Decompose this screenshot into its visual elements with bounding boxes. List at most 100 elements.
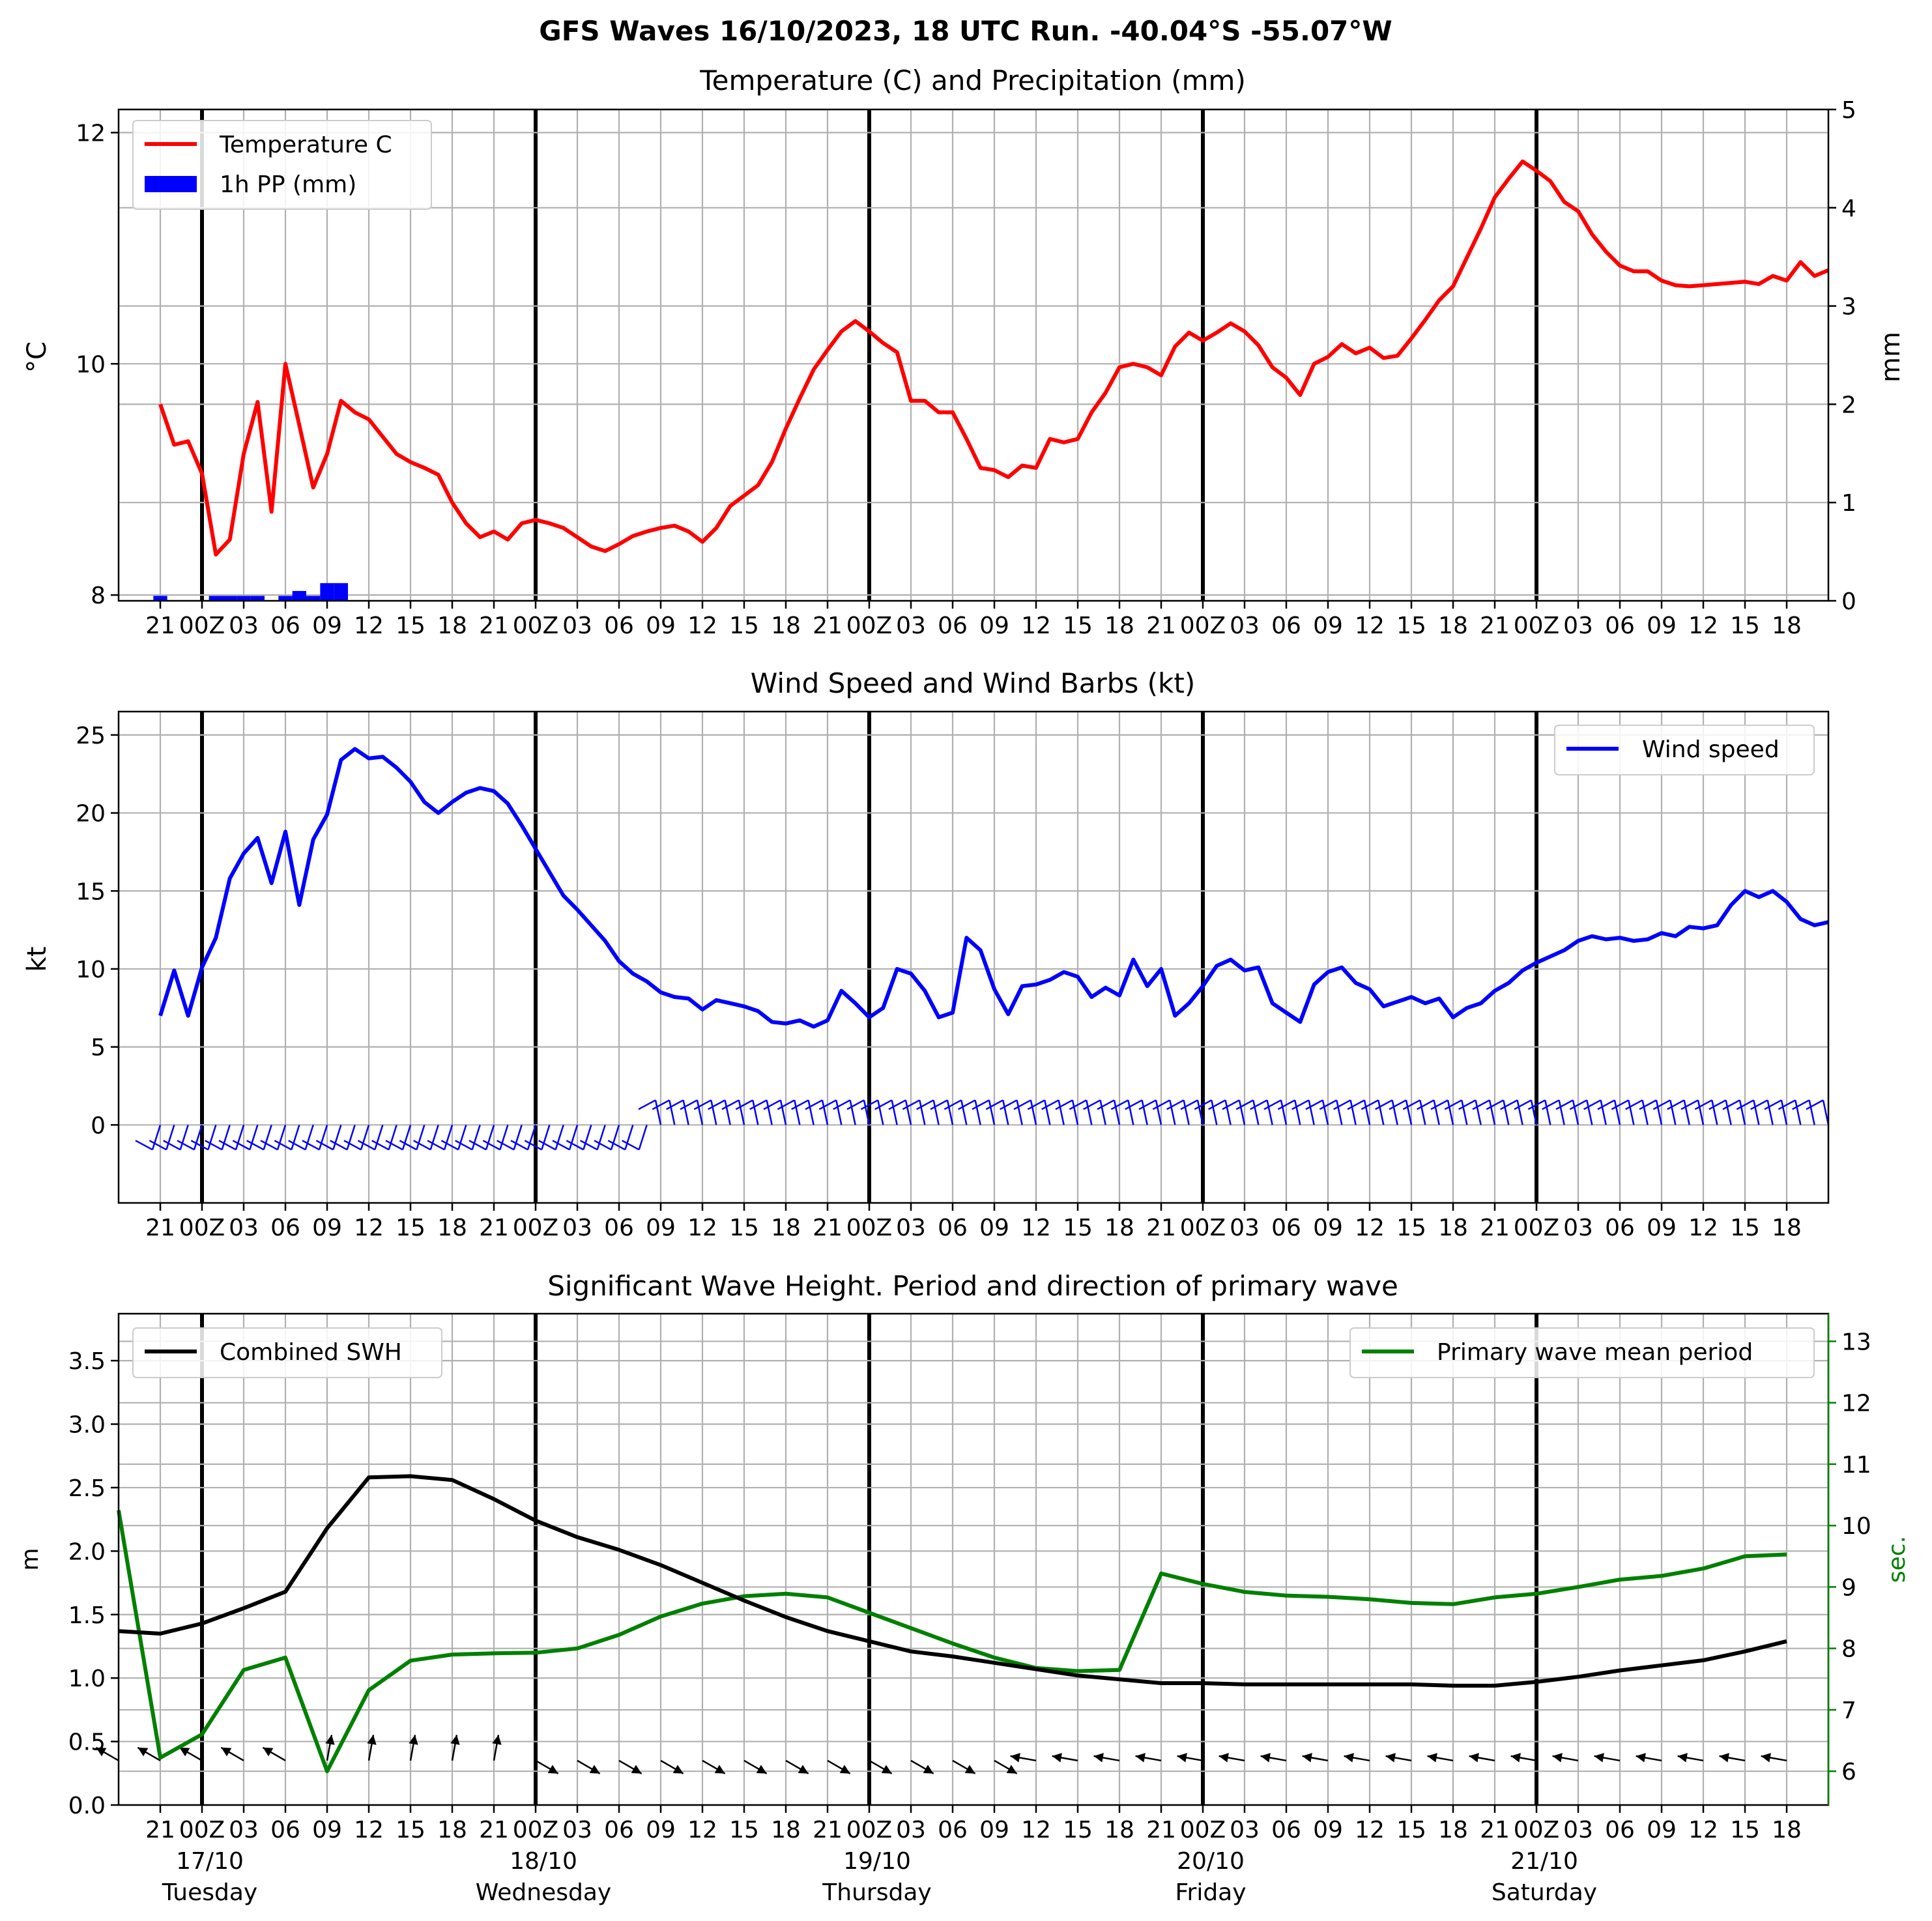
precip-bar [320, 583, 334, 601]
x-tick-label: 15 [729, 1215, 759, 1241]
x-tick-label: 18 [1772, 1215, 1802, 1241]
wind-barb-feather [1180, 1099, 1198, 1110]
wind-barb-feather [357, 1140, 375, 1151]
wind-barb-staff [443, 1124, 454, 1150]
wind-barb-staff [821, 1100, 829, 1125]
x-tick-label: 06 [270, 1817, 300, 1843]
precip-legend-swatch [145, 176, 197, 192]
wave-direction-arrowhead [756, 1765, 767, 1774]
plot-frame [117, 108, 1830, 602]
wave-direction-arrowhead [325, 1735, 335, 1745]
wind-barb-feather [135, 1140, 153, 1151]
x-tick-label: 03 [229, 1817, 259, 1843]
wind-barb-feather [302, 1140, 320, 1151]
wind-barb-staff [1391, 1100, 1398, 1125]
wind-barb-feather [1235, 1099, 1254, 1110]
y-tick-label: 3.0 [68, 1412, 106, 1439]
x-tick-label: 00Z [179, 1817, 225, 1843]
wave-direction-arrowhead [409, 1735, 418, 1745]
x-tick-label: 15 [729, 1817, 759, 1843]
wind-barb-staff [794, 1100, 801, 1125]
x-tick-label: 06 [1271, 1215, 1301, 1241]
wind-barb-feather [902, 1099, 920, 1110]
wind-barb-staff [710, 1100, 717, 1125]
wind-barb-feather [524, 1140, 542, 1151]
wind-barb-feather [652, 1099, 670, 1110]
weekday-label: Thursday [822, 1879, 931, 1906]
wind-barb-staff [193, 1124, 203, 1150]
wind-barb-staff [1058, 1100, 1065, 1125]
wave-panel: Significant Wave Height. Period and dire… [17, 1270, 1910, 1906]
x-tick-label: 18 [1438, 613, 1468, 639]
wind-legend: Wind speed [1554, 725, 1815, 775]
wind-barb-feather [638, 1099, 656, 1110]
wave-direction-arrowhead [221, 1747, 232, 1757]
wind-barb-feather [1097, 1099, 1115, 1110]
wind-barb-feather [315, 1140, 334, 1151]
x-tick-label: 09 [646, 1817, 676, 1843]
wind-barb-feather [1639, 1099, 1657, 1110]
wind-barb-staff [1558, 1100, 1565, 1125]
wind-barb-staff [1349, 1100, 1357, 1125]
wave-direction-arrowhead [798, 1765, 809, 1774]
wave-direction-arrowhead [1093, 1753, 1104, 1763]
x-tick-label: 12 [1688, 1817, 1718, 1843]
x-tick-label: 15 [1730, 1817, 1760, 1843]
x-tick-label: 03 [1230, 613, 1260, 639]
date-label: 21/10 [1510, 1848, 1578, 1875]
wave-direction-arrowhead [263, 1747, 274, 1757]
wind-grid [119, 712, 1830, 1203]
wind-barb-feather [972, 1099, 990, 1110]
precip-bar [237, 596, 251, 601]
wind-barb-staff [932, 1100, 940, 1125]
x-tick-label: 12 [354, 613, 384, 639]
x-tick-label: 12 [1021, 1215, 1051, 1241]
wind-barb-staff [1016, 1100, 1023, 1125]
y-tick-label: 15 [76, 878, 106, 905]
x-tick-label: 03 [896, 613, 926, 639]
y-tick-label: 20 [76, 801, 106, 828]
precip-bar [278, 596, 293, 601]
wind-barb-staff [1808, 1100, 1815, 1125]
precip-bar [209, 596, 223, 601]
y-tick-label: 8 [91, 583, 106, 609]
x-tick-label: 15 [396, 613, 425, 639]
x-tick-label: 00Z [1514, 613, 1559, 639]
y-tick-label: 3.5 [68, 1348, 106, 1375]
x-tick-label: 03 [1563, 613, 1593, 639]
y-tick-label: 12 [76, 120, 106, 147]
wave-direction-arrowhead [1469, 1753, 1479, 1763]
x-tick-label: 09 [646, 613, 676, 639]
x-tick-label: 09 [1647, 1817, 1677, 1843]
wind-barb-staff [904, 1100, 912, 1125]
wind-barb-staff [304, 1124, 314, 1150]
wind-barb-feather [1361, 1099, 1379, 1110]
wind-barb-feather [1000, 1099, 1018, 1110]
wind-barb-staff [526, 1124, 537, 1150]
wind-barb-staff [863, 1100, 871, 1125]
x-tick-label: 18 [1772, 1817, 1802, 1843]
wind-barb-feather [1055, 1099, 1073, 1110]
wind-barb-feather [205, 1140, 223, 1151]
x-tick-label: 00Z [846, 1215, 892, 1241]
wind-barb-staff [1266, 1100, 1273, 1125]
wind-barb-staff [610, 1124, 620, 1150]
wind-barb-staff [541, 1124, 551, 1150]
wind-barb-staff [166, 1124, 175, 1150]
x-tick-label: 15 [1396, 1817, 1426, 1843]
wind-barb-feather [1472, 1099, 1490, 1110]
x-tick-label: 09 [312, 1817, 342, 1843]
wind-barb-feather [1667, 1099, 1685, 1110]
wind-barb-feather [1652, 1099, 1671, 1110]
wind-barb-feather [693, 1099, 712, 1110]
x-tick-label: 09 [1313, 1215, 1343, 1241]
wind-barb-feather [1069, 1099, 1087, 1110]
wave-direction-arrowhead [1719, 1753, 1729, 1763]
wind-barb-feather [1500, 1099, 1518, 1110]
wind-barb-feather [944, 1099, 962, 1110]
x-tick-label: 06 [604, 1817, 634, 1843]
x-tick-label: 12 [1355, 1817, 1385, 1843]
wind-barb-staff [1516, 1100, 1523, 1125]
